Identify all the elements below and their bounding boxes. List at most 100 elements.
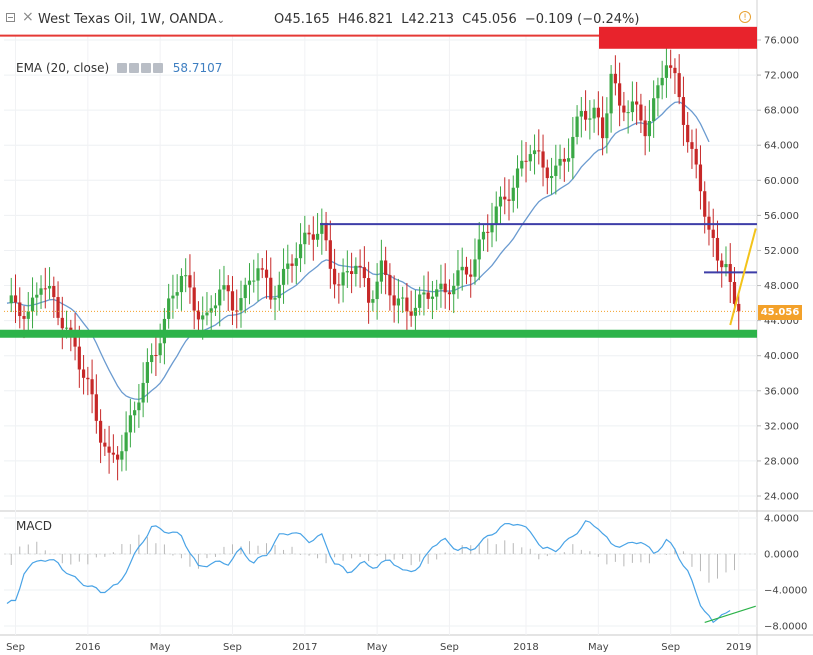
- candle-body: [520, 160, 524, 169]
- candle-body: [303, 232, 307, 245]
- candle-body: [422, 292, 426, 295]
- candle-body: [226, 285, 230, 292]
- candle-body: [13, 295, 18, 303]
- candle-body: [579, 110, 583, 117]
- candle-body: [388, 274, 392, 296]
- candle-body: [605, 113, 609, 139]
- candle-body: [469, 274, 473, 277]
- candle-body: [141, 382, 145, 403]
- candle-body: [652, 98, 656, 122]
- candle-body: [583, 110, 588, 120]
- candle-body: [277, 284, 281, 299]
- candle-body: [354, 265, 358, 275]
- candle-body: [690, 142, 694, 149]
- candle-body: [384, 260, 388, 275]
- candle-body: [273, 298, 277, 300]
- candle-body: [481, 231, 486, 240]
- copy-icon[interactable]: [140, 62, 151, 73]
- candle-body: [311, 234, 315, 240]
- price-tick-label: 76.000: [764, 36, 799, 47]
- candle-body: [167, 298, 171, 319]
- time-tick-label: May: [588, 642, 609, 653]
- candle-body: [171, 295, 175, 299]
- candle-body: [630, 101, 634, 113]
- candle-body: [622, 105, 626, 113]
- candle-body: [256, 268, 260, 281]
- time-tick-label: May: [367, 642, 388, 653]
- candle-body: [635, 101, 639, 105]
- candle-body: [320, 222, 324, 234]
- change-value: −0.109 (−0.24%): [524, 12, 640, 27]
- candle-body: [133, 410, 137, 416]
- candle-body: [341, 272, 345, 286]
- macd-tick-label: −8.0000: [764, 622, 807, 633]
- info-icon[interactable]: !: [739, 11, 751, 23]
- candle-body: [192, 287, 196, 311]
- chart-header: × West Texas Oil, 1W, OANDA⌄ O45.165 H46…: [0, 0, 813, 34]
- candle-body: [81, 369, 86, 378]
- symbol-title[interactable]: West Texas Oil, 1W, OANDA⌄: [38, 12, 225, 27]
- chevron-down-icon[interactable]: ⌄: [216, 15, 225, 26]
- close-icon[interactable]: ×: [22, 9, 34, 25]
- candle-body: [669, 65, 673, 68]
- candle-body: [545, 167, 549, 179]
- price-tick-label: 28.000: [764, 456, 799, 467]
- candle-body: [737, 303, 741, 312]
- price-tick-label: 36.000: [764, 386, 799, 397]
- candle-body: [686, 124, 690, 143]
- candle-body: [307, 232, 311, 235]
- gear-icon[interactable]: [128, 62, 139, 73]
- candle-body: [269, 277, 273, 300]
- candle-body: [18, 302, 22, 317]
- candle-body: [405, 297, 409, 312]
- time-tick-label: 2017: [292, 642, 317, 653]
- candle-body: [332, 268, 337, 285]
- close-value: C45.056: [462, 12, 517, 27]
- macd-trend-line: [704, 605, 756, 623]
- candle-body: [222, 285, 226, 290]
- candle-body: [401, 297, 405, 299]
- candle-body: [116, 454, 120, 460]
- candle-body: [213, 305, 218, 309]
- candle-body: [64, 327, 69, 329]
- candle-body: [503, 196, 507, 200]
- candle-body: [490, 223, 494, 233]
- time-tick-label: Sep: [223, 642, 242, 653]
- candle-body: [218, 289, 222, 306]
- candle-body: [715, 237, 720, 261]
- candle-body: [418, 294, 422, 308]
- collapse-icon[interactable]: [6, 13, 15, 22]
- candle-body: [528, 154, 532, 162]
- candle-body: [286, 263, 290, 269]
- candle-body: [430, 296, 435, 299]
- high-value: H46.821: [337, 12, 394, 27]
- time-tick-label: Sep: [661, 642, 680, 653]
- price-tick-label: 52.000: [764, 246, 799, 257]
- candle-body: [626, 112, 630, 114]
- candle-body: [392, 295, 396, 306]
- candle-body: [375, 281, 379, 300]
- candle-body: [56, 297, 60, 318]
- candle-body: [613, 73, 617, 84]
- candle-body: [660, 77, 664, 86]
- candle-body: [460, 266, 464, 271]
- candle-body: [128, 415, 132, 433]
- candle-body: [647, 121, 652, 137]
- eye-icon[interactable]: [116, 62, 127, 73]
- candle-body: [158, 343, 162, 356]
- candle-body: [720, 260, 724, 268]
- candle-body: [290, 263, 294, 266]
- candle-body: [209, 308, 213, 313]
- candle-body: [575, 116, 579, 137]
- candle-body: [150, 355, 154, 363]
- candle-body: [443, 283, 447, 293]
- close-icon[interactable]: [152, 62, 163, 73]
- candle-body: [371, 299, 375, 303]
- candle-body: [30, 297, 35, 312]
- candle-body: [558, 158, 562, 166]
- macd-label: MACD: [16, 519, 52, 533]
- candle-body: [235, 310, 239, 312]
- time-tick-label: Sep: [440, 642, 459, 653]
- candle-body: [243, 284, 247, 299]
